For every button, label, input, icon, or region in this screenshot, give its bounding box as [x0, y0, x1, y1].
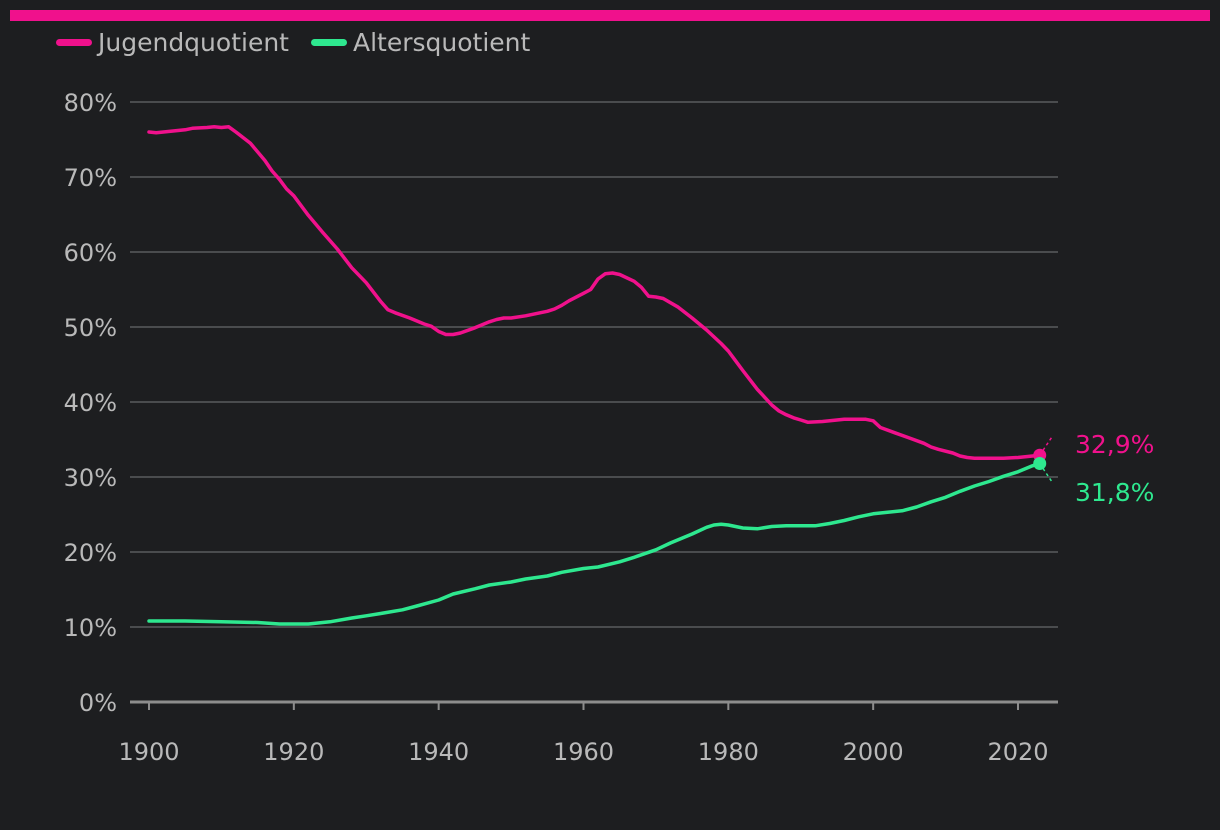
end-point-altersquotient [1033, 457, 1047, 470]
series-line-altersquotient [147, 461, 1042, 626]
end-markers: 32,9% 31,8% [1033, 430, 1154, 507]
series-line-jugendquotient [147, 125, 1042, 461]
legend-item-jugendquotient: Jugendquotient [56, 28, 289, 57]
x-tick-label: 2000 [843, 738, 904, 766]
legend-item-altersquotient: Altersquotient [310, 28, 531, 57]
legend-label-altersquotient: Altersquotient [352, 28, 531, 57]
accent-top-bar [10, 10, 1210, 21]
x-tick-label: 1980 [698, 738, 759, 766]
y-tick-label: 50% [64, 314, 117, 342]
legend-swatch-altersquotient [310, 39, 347, 46]
x-tick-label: 1900 [118, 738, 179, 766]
legend-swatch-jugendquotient [56, 39, 92, 46]
end-label-jugendquotient: 32,9% [1075, 430, 1154, 459]
x-tick-label: 1920 [263, 738, 324, 766]
x-tick-label: 1960 [553, 738, 614, 766]
y-axis-tick-labels: 0% 10% 20% 30% 40% 50% 60% 70% 80% [64, 89, 117, 717]
legend: Jugendquotient Altersquotient [56, 28, 552, 57]
x-axis-tick-labels: 1900 1920 1940 1960 1980 2000 2020 [118, 738, 1048, 766]
end-leader-altersquotient [1039, 463, 1053, 482]
y-tick-label: 10% [64, 614, 117, 642]
y-tick-label: 0% [79, 689, 117, 717]
y-tick-label: 60% [64, 239, 117, 267]
x-tick-label: 1940 [408, 738, 469, 766]
end-leader-jugendquotient [1039, 436, 1053, 456]
legend-label-jugendquotient: Jugendquotient [98, 28, 289, 57]
y-tick-label: 20% [64, 539, 117, 567]
y-tick-label: 30% [64, 464, 117, 492]
x-tick-label: 2020 [987, 738, 1048, 766]
x-axis [130, 700, 1058, 710]
y-tick-label: 40% [64, 389, 117, 417]
y-tick-label: 70% [64, 164, 117, 192]
y-tick-label: 80% [64, 89, 117, 117]
grid-lines [130, 101, 1058, 628]
series-lines [147, 125, 1042, 626]
end-label-altersquotient: 31,8% [1075, 478, 1154, 507]
